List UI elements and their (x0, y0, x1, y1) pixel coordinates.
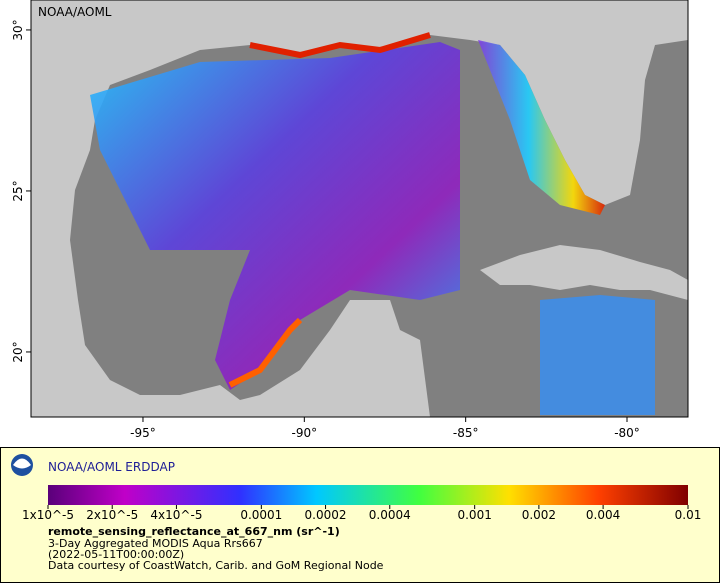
watermark: NOAA/AOML (38, 5, 112, 19)
x-tick-label: -80° (614, 426, 640, 440)
colorbar-tick-label: 0.002 (522, 508, 556, 522)
y-tick-label: 30° (11, 19, 25, 40)
colorbar-tick-label: 4x10^-5 (150, 508, 202, 522)
colorbar-tick-label: 0.004 (586, 508, 620, 522)
axes: -95° -90° -85° -80° 20° 25° 30° (11, 19, 640, 440)
variable: remote_sensing_reflectance_at_667_nm (sr… (48, 525, 340, 538)
data-swath (90, 42, 460, 390)
colorbar-tick-label: 0.0004 (369, 508, 411, 522)
colorbar-tick-label: 0.01 (675, 508, 702, 522)
credit: Data courtesy of CoastWatch, Carib. and … (48, 559, 384, 572)
legend-panel (0, 447, 720, 583)
y-tick-label: 25° (11, 180, 25, 201)
x-tick-label: -85° (453, 426, 479, 440)
map: NOAA/AOML (30, 0, 689, 418)
time: (2022-05-11T00:00:00Z) (48, 548, 184, 561)
colorbar-tick-label: 0.0002 (305, 508, 347, 522)
colorbar-tick-label: 0.0001 (240, 508, 282, 522)
dataset: 3-Day Aggregated MODIS Aqua Rrs667 (48, 537, 263, 550)
data-swath (478, 40, 605, 215)
colorbar-tick-label: 1x10^-5 (22, 508, 74, 522)
x-tick-label: -95° (130, 426, 156, 440)
data-swath (540, 295, 655, 415)
coastal-signal (228, 317, 303, 388)
land (480, 245, 688, 300)
y-tick-label: 20° (11, 341, 25, 362)
colorbar-tick-label: 0.001 (457, 508, 491, 522)
x-tick-label: -90° (292, 426, 318, 440)
coastal-signal (249, 32, 431, 59)
colorbar-tick-label: 2x10^-5 (86, 508, 138, 522)
land (31, 0, 470, 417)
land (470, 0, 688, 205)
legend-title: NOAA/AOML ERDDAP (48, 460, 175, 474)
colorbar (48, 485, 688, 505)
noaa-logo (13, 458, 31, 469)
map-frame (30, 0, 689, 418)
